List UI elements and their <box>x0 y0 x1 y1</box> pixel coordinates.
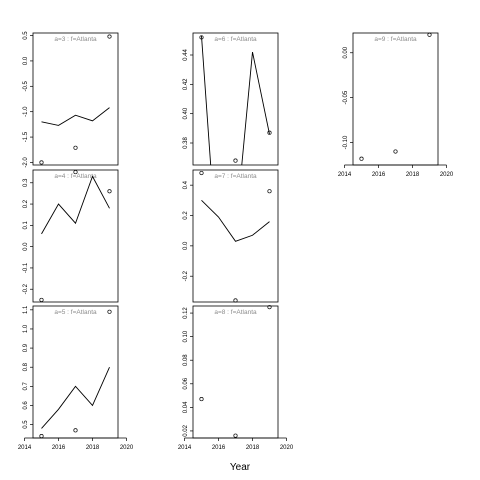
panel-frame <box>32 305 119 439</box>
y-tick-label: 1.0 <box>23 324 29 333</box>
data-point <box>73 428 78 433</box>
y-tick-label: 0.7 <box>23 382 29 391</box>
data-point <box>199 170 204 176</box>
x-tick-label: 2018 <box>406 172 420 178</box>
y-tick-label: -0.10 <box>343 135 349 149</box>
data-point <box>267 189 272 194</box>
y-tick-label: 0.0 <box>23 242 29 251</box>
data-point <box>39 434 44 439</box>
y-tick-label: 0.42 <box>183 78 189 90</box>
y-tick-label: 0.12 <box>183 307 189 319</box>
panel-frame <box>192 32 279 166</box>
panel-frame <box>192 305 279 439</box>
panel-frame <box>32 32 119 166</box>
series-line <box>41 367 110 429</box>
x-tick-label: 2014 <box>338 172 352 178</box>
x-tick-label: 2018 <box>86 445 100 451</box>
data-point <box>393 149 398 154</box>
panel-7: a=8 : f=Atlanta 0.02 0.04 0.06 0.08 0.10 0.12 2… <box>178 305 294 451</box>
panel-5: a=7 : f=Atlanta -0.2 0.0 0.2 0.4 <box>183 169 279 303</box>
data-point <box>39 297 44 302</box>
data-point <box>233 158 238 163</box>
x-tick-label: 2020 <box>440 172 454 178</box>
data-point <box>107 189 112 194</box>
y-tick-label: 0.44 <box>183 49 189 61</box>
y-tick-label: 0.06 <box>183 377 189 389</box>
panel-4: a=4 : f=Atlanta -0.2 -0.1 0.0 0.1 0.2 0.3 <box>23 169 119 303</box>
panels-layer: a=3 : f=Atlanta -2.0 -1.5 -1.0 -0.5 0.0 0.5 a=6… <box>18 31 454 451</box>
data-point <box>359 156 364 161</box>
y-tick-label: 0.4 <box>183 180 189 189</box>
y-tick-label: -0.05 <box>343 90 349 104</box>
y-tick-label: 0.40 <box>183 107 189 119</box>
y-tick-label: 1.1 <box>23 305 29 314</box>
y-tick-label: 0.02 <box>183 424 189 436</box>
panel-strip-label: a=9 : f=Atlanta <box>374 36 417 43</box>
panel-1: a=3 : f=Atlanta -2.0 -1.5 -1.0 -0.5 0.0 0.5 <box>23 31 119 168</box>
y-tick-label: -1.5 <box>23 131 29 142</box>
panel-frame <box>32 169 119 303</box>
panel-frame <box>352 32 439 166</box>
x-tick-label: 2020 <box>280 445 294 451</box>
x-tick-label: 2018 <box>246 445 260 451</box>
y-tick-label: -1.0 <box>23 106 29 117</box>
data-point <box>233 433 238 438</box>
data-point <box>199 35 204 40</box>
series-line <box>41 175 110 235</box>
y-tick-label: 0.8 <box>23 362 29 371</box>
x-tick-label: 2016 <box>372 172 386 178</box>
y-tick-label: 0.08 <box>183 354 189 366</box>
y-tick-label: -0.2 <box>183 270 189 281</box>
panel-3: a=9 : f=Atlanta -0.10 -0.05 0.00 2014 2016 201… <box>338 32 454 178</box>
panel-strip-label: a=3 : f=Atlanta <box>54 36 97 43</box>
data-point <box>107 34 112 39</box>
y-tick-label: 0.0 <box>23 56 29 65</box>
y-tick-label: 0.04 <box>183 401 189 413</box>
data-point <box>267 305 272 310</box>
panel-frame <box>192 169 279 303</box>
y-tick-label: 0.6 <box>23 401 29 410</box>
y-tick-label: 0.1 <box>23 221 29 230</box>
data-point <box>427 32 432 37</box>
panel-strip-label: a=7 : f=Atlanta <box>214 173 257 180</box>
x-tick-label: 2020 <box>120 445 134 451</box>
data-point <box>39 160 44 165</box>
panel-6: a=5 : f=Atlanta 0.5 0.6 0.7 0.8 0.9 1.0 1.1 2014… <box>18 305 134 451</box>
y-tick-label: -0.5 <box>23 80 29 91</box>
series-line <box>201 200 270 242</box>
y-tick-label: 0.2 <box>183 211 189 220</box>
x-axis-title: Year <box>230 462 251 473</box>
y-tick-label: 0.0 <box>183 241 189 250</box>
y-tick-label: 0.10 <box>183 330 189 342</box>
data-point <box>73 170 78 175</box>
panel-2: a=6 : f=Atlanta 0.38 0.40 0.42 0.44 <box>183 32 279 166</box>
y-tick-label: -2.0 <box>23 157 29 168</box>
y-tick-label: 0.5 <box>23 31 29 40</box>
panel-strip-label: a=8 : f=Atlanta <box>214 309 257 316</box>
y-tick-label: -0.2 <box>23 283 29 294</box>
panel-strip-label: a=6 : f=Atlanta <box>214 36 257 43</box>
panel-strip-label: a=4 : f=Atlanta <box>54 173 97 180</box>
data-point <box>199 397 204 402</box>
x-tick-label: 2016 <box>212 445 226 451</box>
data-point <box>233 298 238 303</box>
series-line <box>41 107 110 126</box>
y-tick-label: 0.9 <box>23 343 29 352</box>
y-tick-label: 0.5 <box>23 420 29 429</box>
x-tick-label: 2014 <box>18 445 32 451</box>
series-line <box>201 35 270 165</box>
y-tick-label: 0.38 <box>183 137 189 149</box>
data-point <box>267 130 272 135</box>
y-tick-label: -0.1 <box>23 262 29 273</box>
y-tick-label: 0.00 <box>343 46 349 58</box>
x-tick-label: 2016 <box>52 445 66 451</box>
y-tick-label: 0.2 <box>23 199 29 208</box>
x-tick-label: 2014 <box>178 445 192 451</box>
data-point <box>107 309 112 314</box>
panel-strip-label: a=5 : f=Atlanta <box>54 309 97 316</box>
y-tick-label: 0.3 <box>23 178 29 187</box>
data-point <box>73 145 78 150</box>
